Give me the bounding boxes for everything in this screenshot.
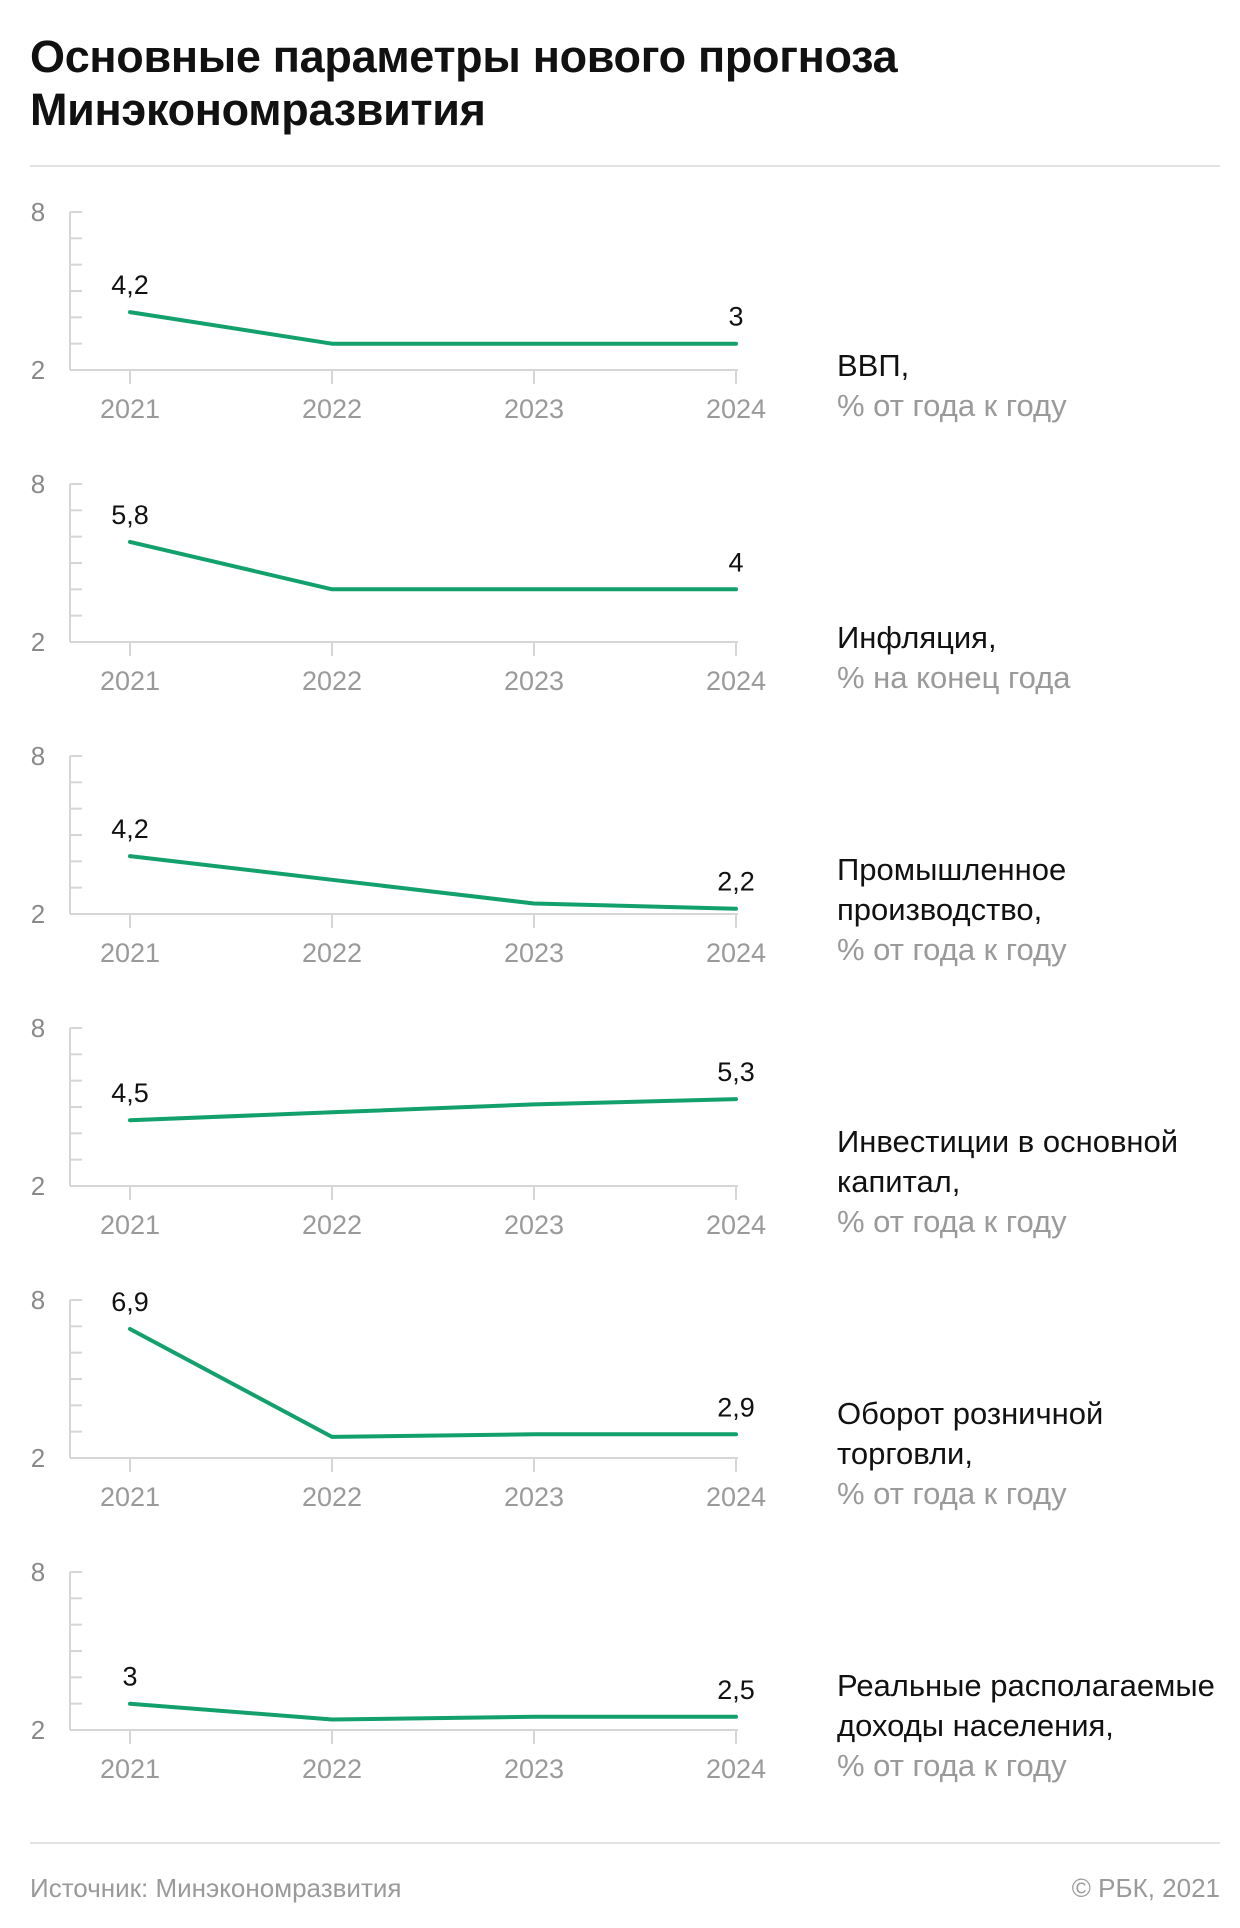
chart-label: Промышленное производство, % от года к го… — [837, 850, 1232, 970]
data-label: 2,9 — [717, 1392, 755, 1422]
chart-label: Оборот розничной торговли, % от года к го… — [837, 1394, 1232, 1514]
line-chart: 8 2 2021 2022 2023 2024 5,8 4 — [31, 469, 766, 696]
y-tick-label: 2 — [31, 1171, 45, 1201]
y-tick-label: 8 — [31, 741, 45, 771]
data-label: 4 — [728, 547, 743, 577]
y-tick-label: 8 — [31, 1285, 45, 1315]
source-note: Источник: Минэкономразвития — [30, 1873, 402, 1903]
chart-label-unit: % от года к году — [837, 388, 1067, 423]
series-line — [128, 310, 738, 346]
x-tick-label: 2022 — [302, 666, 362, 696]
series-line — [128, 854, 738, 911]
x-tick-label: 2023 — [504, 938, 564, 968]
x-tick-label: 2021 — [100, 938, 160, 968]
data-label: 3 — [122, 1662, 137, 1692]
y-tick-label: 8 — [31, 469, 45, 499]
chart-panel: 8 2 2021 2022 2023 2024 6,9 2,9 Оборот розничной… — [0, 1280, 1240, 1552]
x-tick-label: 2024 — [706, 394, 766, 424]
series-line — [128, 539, 738, 592]
series-line — [128, 1701, 738, 1722]
line-chart: 8 2 2021 2022 2023 2024 3 2,5 — [31, 1557, 766, 1784]
y-tick-label: 2 — [31, 1715, 45, 1745]
bottom-divider — [30, 1842, 1220, 1844]
x-tick-label: 2022 — [302, 394, 362, 424]
series-line — [128, 1327, 738, 1439]
chart-label-unit: % от года к году — [837, 1476, 1067, 1511]
x-tick-label: 2024 — [706, 938, 766, 968]
x-tick-label: 2022 — [302, 1482, 362, 1512]
chart-panel: 8 2 2021 2022 2023 2024 5,8 4 Инфляция, % на коне… — [0, 464, 1240, 736]
x-tick-label: 2024 — [706, 666, 766, 696]
chart-label-name: Инфляция, — [837, 620, 997, 655]
data-label: 4,2 — [111, 270, 149, 300]
data-label: 5,8 — [111, 500, 149, 530]
chart-label: Инвестиции в основной капитал, % от года … — [837, 1122, 1232, 1242]
data-label: 5,3 — [717, 1057, 755, 1087]
x-tick-label: 2024 — [706, 1210, 766, 1240]
x-tick-label: 2023 — [504, 666, 564, 696]
data-label: 4,5 — [111, 1078, 149, 1108]
x-tick-label: 2023 — [504, 1482, 564, 1512]
y-tick-label: 2 — [31, 627, 45, 657]
line-chart: 8 2 2021 2022 2023 2024 4,5 5,3 — [31, 1013, 766, 1240]
top-divider — [30, 165, 1220, 167]
copyright-note: © РБК, 2021 — [1071, 1873, 1220, 1903]
x-tick-label: 2023 — [504, 1210, 564, 1240]
chart-label: Инфляция, % на конец года — [837, 618, 1232, 698]
series-line — [128, 1097, 738, 1123]
x-tick-label: 2024 — [706, 1754, 766, 1784]
x-tick-label: 2022 — [302, 1210, 362, 1240]
y-tick-label: 8 — [31, 1013, 45, 1043]
chart-panel: 8 2 2021 2022 2023 2024 4,2 2,2 Промышленное про… — [0, 736, 1240, 1008]
x-tick-label: 2023 — [504, 394, 564, 424]
y-tick-label: 2 — [31, 1443, 45, 1473]
x-tick-label: 2021 — [100, 1210, 160, 1240]
x-tick-label: 2021 — [100, 1482, 160, 1512]
data-label: 6,9 — [111, 1287, 149, 1317]
chart-label-name: Инвестиции в основной капитал, — [837, 1124, 1179, 1199]
x-tick-label: 2023 — [504, 1754, 564, 1784]
chart-label-name: ВВП, — [837, 348, 910, 383]
chart-label-name: Реальные располагаемые доходы населения, — [837, 1668, 1215, 1743]
chart-label-unit: % от года к году — [837, 1204, 1067, 1239]
x-tick-label: 2021 — [100, 1754, 160, 1784]
y-tick-label: 2 — [31, 899, 45, 929]
line-chart: 8 2 2021 2022 2023 2024 6,9 2,9 — [31, 1285, 766, 1512]
chart-panel: 8 2 2021 2022 2023 2024 4,2 3 ВВП, % от года к го… — [0, 192, 1240, 464]
x-tick-label: 2024 — [706, 1482, 766, 1512]
y-tick-label: 2 — [31, 355, 45, 385]
chart-label-name: Промышленное производство, — [837, 852, 1067, 927]
line-chart: 8 2 2021 2022 2023 2024 4,2 2,2 — [31, 741, 766, 968]
x-tick-label: 2022 — [302, 1754, 362, 1784]
data-label: 4,2 — [111, 814, 149, 844]
data-label: 2,2 — [717, 867, 755, 897]
x-tick-label: 2021 — [100, 666, 160, 696]
chart-panel: 8 2 2021 2022 2023 2024 3 2,5 Реальные располага… — [0, 1552, 1240, 1824]
data-label: 2,5 — [717, 1675, 755, 1705]
data-label: 3 — [728, 302, 743, 332]
chart-label-unit: % на конец года — [837, 660, 1071, 695]
chart-label-name: Оборот розничной торговли, — [837, 1396, 1104, 1471]
chart-label-unit: % от года к году — [837, 932, 1067, 967]
chart-label: Реальные располагаемые доходы населения,… — [837, 1666, 1232, 1786]
y-tick-label: 8 — [31, 197, 45, 227]
chart-label-unit: % от года к году — [837, 1748, 1067, 1783]
x-tick-label: 2021 — [100, 394, 160, 424]
chart-label: ВВП, % от года к году — [837, 346, 1232, 426]
chart-title: Основные параметры нового прогноза Минэк… — [30, 31, 898, 135]
line-chart: 8 2 2021 2022 2023 2024 4,2 3 — [31, 197, 766, 424]
y-tick-label: 8 — [31, 1557, 45, 1587]
x-tick-label: 2022 — [302, 938, 362, 968]
chart-panel: 8 2 2021 2022 2023 2024 4,5 5,3 Инвестиции в осн… — [0, 1008, 1240, 1280]
